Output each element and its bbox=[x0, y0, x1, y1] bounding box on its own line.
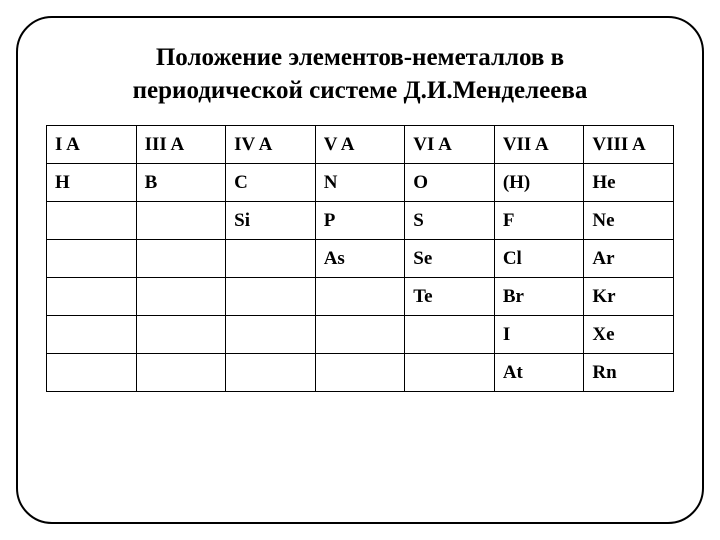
table-cell: Cl bbox=[494, 240, 584, 278]
col-header: III A bbox=[136, 126, 226, 164]
table-row: At Rn bbox=[47, 354, 674, 392]
table-cell: S bbox=[405, 202, 495, 240]
table-cell: Te bbox=[405, 278, 495, 316]
col-header: VIII A bbox=[584, 126, 674, 164]
table-cell: Ne bbox=[584, 202, 674, 240]
table-cell: Ar bbox=[584, 240, 674, 278]
col-header: VII A bbox=[494, 126, 584, 164]
table-cell: (H) bbox=[494, 164, 584, 202]
slide-frame: Положение элементов-неметаллов в периоди… bbox=[16, 16, 704, 524]
table-cell: P bbox=[315, 202, 405, 240]
table-cell: Si bbox=[226, 202, 316, 240]
table-cell: Br bbox=[494, 278, 584, 316]
table-cell bbox=[226, 278, 316, 316]
table-row: H B C N O (H) He bbox=[47, 164, 674, 202]
table-cell bbox=[315, 278, 405, 316]
table-cell: Rn bbox=[584, 354, 674, 392]
table-cell: B bbox=[136, 164, 226, 202]
table-cell bbox=[315, 354, 405, 392]
table-cell: N bbox=[315, 164, 405, 202]
table-cell bbox=[136, 316, 226, 354]
nonmetals-table: I A III A IV A V A VI A VII A VIII A H B… bbox=[46, 125, 674, 392]
table-cell bbox=[47, 278, 137, 316]
table-cell: H bbox=[47, 164, 137, 202]
table-cell: O bbox=[405, 164, 495, 202]
table-cell bbox=[136, 278, 226, 316]
table-cell bbox=[136, 202, 226, 240]
table-cell: Xe bbox=[584, 316, 674, 354]
title-line-1: Положение элементов-неметаллов в bbox=[56, 42, 664, 75]
table-cell: C bbox=[226, 164, 316, 202]
table-cell bbox=[405, 354, 495, 392]
table-cell bbox=[226, 316, 316, 354]
col-header: VI A bbox=[405, 126, 495, 164]
table-cell bbox=[47, 354, 137, 392]
table-cell: As bbox=[315, 240, 405, 278]
table-cell: Se bbox=[405, 240, 495, 278]
table-cell: At bbox=[494, 354, 584, 392]
table-cell bbox=[47, 240, 137, 278]
table-cell bbox=[47, 202, 137, 240]
table-row: Te Br Kr bbox=[47, 278, 674, 316]
table-cell bbox=[47, 316, 137, 354]
table-cell: F bbox=[494, 202, 584, 240]
slide-title: Положение элементов-неметаллов в периоди… bbox=[46, 42, 674, 107]
table-cell bbox=[136, 354, 226, 392]
table-header-row: I A III A IV A V A VI A VII A VIII A bbox=[47, 126, 674, 164]
col-header: V A bbox=[315, 126, 405, 164]
title-line-2: периодической системе Д.И.Менделеева bbox=[56, 75, 664, 108]
table-cell bbox=[226, 240, 316, 278]
table-row: Si P S F Ne bbox=[47, 202, 674, 240]
table-cell bbox=[315, 316, 405, 354]
table-cell bbox=[405, 316, 495, 354]
col-header: I A bbox=[47, 126, 137, 164]
table-cell bbox=[136, 240, 226, 278]
table-row: I Xe bbox=[47, 316, 674, 354]
table-cell: He bbox=[584, 164, 674, 202]
table-cell: I bbox=[494, 316, 584, 354]
table-cell: Kr bbox=[584, 278, 674, 316]
table-cell bbox=[226, 354, 316, 392]
table-row: As Se Cl Ar bbox=[47, 240, 674, 278]
col-header: IV A bbox=[226, 126, 316, 164]
